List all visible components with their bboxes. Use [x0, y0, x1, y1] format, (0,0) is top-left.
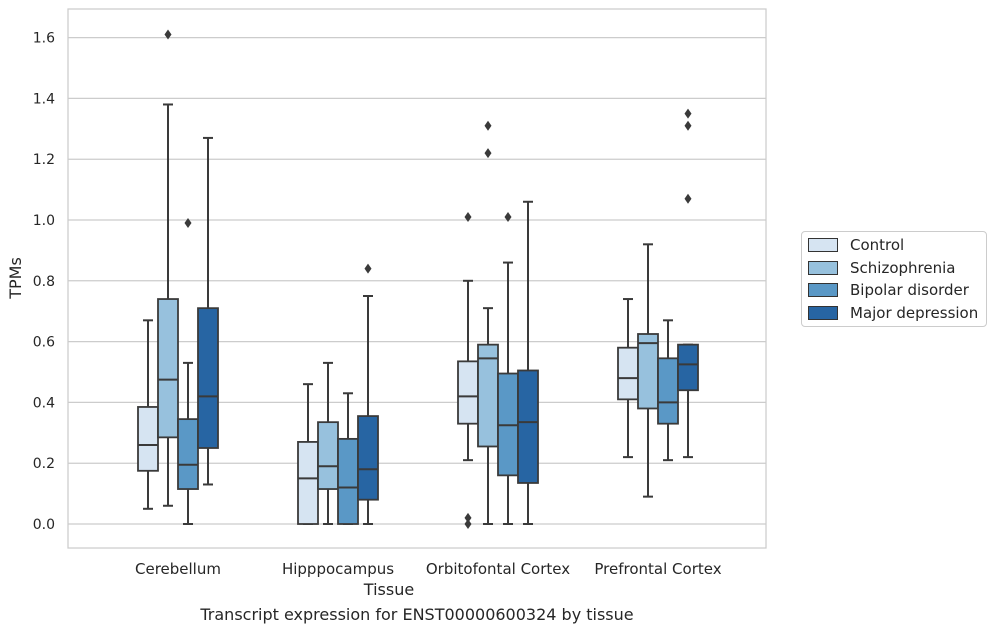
legend-swatch: [808, 238, 838, 252]
box-bipolar-disorder: [497, 211, 519, 525]
iqr-box: [297, 441, 319, 525]
legend-label: Bipolar disorder: [850, 281, 969, 299]
box-schizophrenia: [157, 29, 179, 507]
y-tick-label: 1.6: [33, 31, 55, 47]
box-bipolar-disorder: [657, 319, 679, 462]
y-axis-label: TPMs: [6, 257, 25, 300]
grid-lines: [68, 36, 766, 525]
box-major-depression: [677, 108, 699, 459]
iqr-box: [637, 333, 659, 410]
outlier-point: [504, 211, 512, 222]
legend-label: Schizophrenia: [850, 258, 956, 277]
outlier-point: [684, 108, 692, 119]
box-major-depression: [197, 136, 219, 486]
x-tick-label: Cerebellum: [135, 560, 221, 578]
legend-swatch: [808, 283, 838, 297]
y-tick-label: 1.4: [33, 91, 55, 107]
category-group: [137, 29, 219, 525]
outlier-point: [484, 148, 492, 159]
iqr-box: [157, 298, 179, 439]
y-tick-label: 0.8: [33, 274, 55, 290]
outlier-point: [684, 193, 692, 204]
outlier-point: [184, 218, 192, 229]
x-tick-labels: Cerebellum Hipppocampus Orbitofontal Corte…: [135, 560, 722, 578]
legend-item: Schizophrenia: [808, 258, 955, 278]
y-tick-label: 0.2: [33, 456, 55, 472]
outlier-point: [684, 120, 692, 131]
iqr-box: [457, 360, 479, 425]
iqr-box: [317, 421, 339, 490]
outlier-point: [484, 120, 492, 131]
box-schizophrenia: [317, 361, 339, 525]
iqr-box: [137, 406, 159, 472]
iqr-box: [677, 343, 699, 392]
iqr-box: [477, 343, 499, 448]
iqr-box: [517, 369, 539, 484]
box-control: [457, 211, 479, 529]
box-control: [617, 298, 639, 459]
legend-item: Major depression: [808, 303, 978, 323]
box-control: [297, 383, 319, 525]
x-axis-label: Tissue: [363, 580, 414, 599]
legend-swatch: [808, 305, 838, 320]
category-group: [297, 263, 379, 525]
iqr-box: [657, 357, 679, 425]
legend: Control Schizophrenia Bipolar disorder Majo…: [801, 231, 987, 327]
x-tick-label: Orbitofontal Cortex: [426, 560, 570, 578]
outlier-point: [464, 519, 472, 529]
legend-item: Control: [808, 235, 904, 255]
box-major-depression: [357, 263, 379, 525]
box-bipolar-disorder: [337, 392, 359, 525]
outlier-point: [464, 211, 472, 222]
iqr-box: [337, 437, 359, 525]
box-schizophrenia: [477, 120, 499, 525]
y-tick-label: 0.6: [33, 335, 55, 351]
x-tick-label: Hipppocampus: [282, 560, 394, 578]
outlier-point: [464, 512, 472, 523]
y-tick-label: 0.0: [33, 517, 55, 533]
legend-swatch: [808, 260, 838, 275]
y-tick-label: 1.2: [33, 152, 55, 168]
box-bipolar-disorder: [177, 218, 199, 525]
y-tick-labels: 0.0 0.2 0.4 0.6 0.8 1.0 1.2 1.4 1.6: [33, 31, 55, 533]
x-tick-label: Prefrontal Cortex: [594, 560, 721, 578]
figure-caption: Transcript expression for ENST0000060032…: [200, 605, 634, 624]
y-tick-label: 0.4: [33, 395, 55, 411]
iqr-box: [197, 307, 219, 449]
plot-frame: [67, 8, 767, 549]
legend-item: Bipolar disorder: [808, 280, 969, 300]
category-group: [457, 120, 539, 529]
outlier-point: [364, 263, 372, 274]
category-group: [617, 108, 699, 498]
box-control: [137, 319, 159, 510]
box-major-depression: [517, 200, 539, 525]
box-groups: [137, 29, 699, 529]
y-tick-label: 1.0: [33, 213, 55, 229]
outlier-point: [164, 29, 172, 40]
iqr-box: [357, 415, 379, 501]
legend-label: Control: [850, 236, 905, 254]
iqr-box: [617, 346, 639, 401]
iqr-box: [177, 418, 199, 490]
box-schizophrenia: [637, 243, 659, 498]
legend-label: Major depression: [850, 303, 979, 322]
